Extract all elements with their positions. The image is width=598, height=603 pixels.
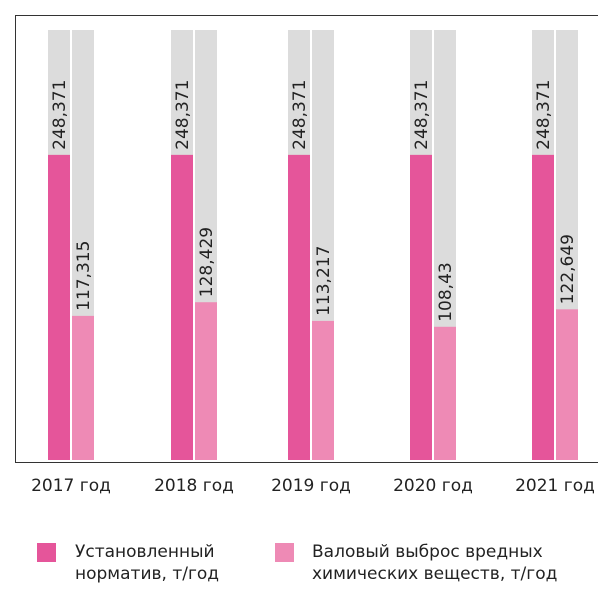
value-label: 113,217 (314, 246, 334, 316)
legend-swatch (37, 543, 56, 562)
value-label: 128,429 (197, 227, 217, 297)
bar (556, 309, 578, 460)
value-label: 248,371 (50, 80, 70, 150)
x-tick-label: 2017 год (31, 476, 111, 496)
legend-label: Установленный норматив, т/год (75, 542, 220, 584)
bar (72, 315, 94, 460)
bar (171, 154, 193, 460)
legend-swatch (275, 543, 294, 562)
value-label: 248,371 (412, 80, 432, 150)
value-label: 122,649 (558, 234, 578, 304)
value-label: 108,43 (436, 262, 456, 321)
bar (195, 302, 217, 460)
value-label: 248,371 (534, 80, 554, 150)
x-tick-label: 2020 год (393, 476, 473, 496)
bar (410, 154, 432, 460)
value-label: 117,315 (74, 241, 94, 311)
x-tick-label: 2018 год (154, 476, 234, 496)
legend-label: Валовый выброс вредных химических вещест… (312, 542, 558, 584)
value-label: 248,371 (173, 80, 193, 150)
bar (312, 320, 334, 460)
x-tick-label: 2021 год (515, 476, 595, 496)
value-label: 248,371 (290, 80, 310, 150)
bar (48, 154, 70, 460)
bar (532, 154, 554, 460)
bar (434, 326, 456, 460)
bar (288, 154, 310, 460)
x-tick-label: 2019 год (271, 476, 351, 496)
